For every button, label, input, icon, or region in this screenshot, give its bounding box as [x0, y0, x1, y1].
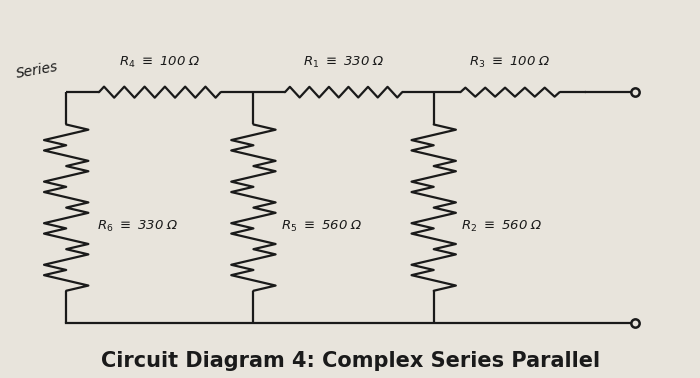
Text: $R_3$ $\equiv$ 100 Ω: $R_3$ $\equiv$ 100 Ω	[469, 55, 551, 70]
Text: $R_2$ $\equiv$ 560 Ω: $R_2$ $\equiv$ 560 Ω	[461, 219, 543, 234]
Text: $R_5$ $\equiv$ 560 Ω: $R_5$ $\equiv$ 560 Ω	[281, 219, 363, 234]
Text: Circuit Diagram 4: Complex Series Parallel: Circuit Diagram 4: Complex Series Parall…	[101, 352, 600, 372]
Text: $R_4$ $\equiv$ 100 Ω: $R_4$ $\equiv$ 100 Ω	[119, 55, 201, 70]
Text: Series: Series	[15, 60, 60, 81]
Text: $R_1$ $\equiv$ 330 Ω: $R_1$ $\equiv$ 330 Ω	[303, 55, 384, 70]
Text: $R_6$ $\equiv$ 330 Ω: $R_6$ $\equiv$ 330 Ω	[97, 219, 179, 234]
